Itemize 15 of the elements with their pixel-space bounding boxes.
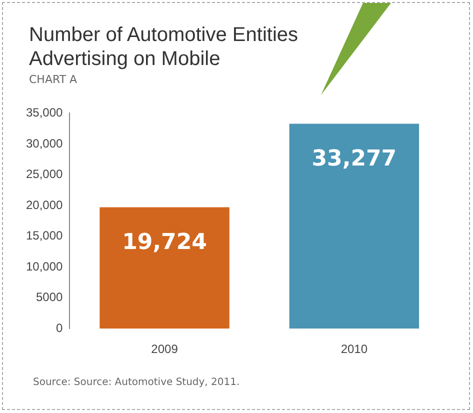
y-tick-label: 25,000 <box>26 167 64 182</box>
y-tick-label: 0 <box>56 320 64 335</box>
source-note: Source: Source: Automotive Study, 2011. <box>33 377 240 388</box>
chart-title: Number of Automotive Entities Advertising on Mobile <box>29 23 300 71</box>
y-tick-label: 5000 <box>36 290 64 304</box>
y-tick-label: 15,000 <box>26 228 64 243</box>
data-label: 19,724 <box>122 230 207 255</box>
x-tick-label: 2009 <box>151 342 178 356</box>
y-tick-label: 10,000 <box>26 259 64 274</box>
y-tick-label: 35,000 <box>26 106 64 120</box>
data-label: 33,277 <box>312 146 397 172</box>
chart-subtitle: CHART A <box>29 73 78 86</box>
x-tick-label: 2010 <box>340 342 368 356</box>
y-tick-label: 30,000 <box>26 136 64 150</box>
y-tick-label: 20,000 <box>26 198 64 212</box>
